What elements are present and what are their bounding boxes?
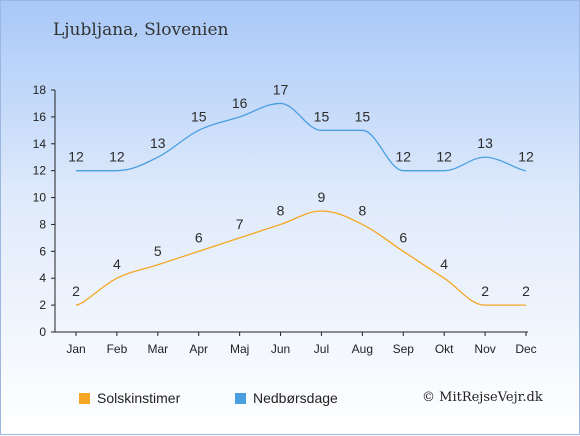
data-label: 9 bbox=[318, 189, 326, 205]
data-label: 4 bbox=[113, 256, 121, 272]
data-label: 6 bbox=[195, 229, 203, 245]
data-label: 5 bbox=[154, 243, 162, 259]
data-label: 12 bbox=[518, 149, 534, 165]
data-label: 12 bbox=[109, 149, 125, 165]
data-label: 2 bbox=[481, 283, 489, 299]
x-tick-label: Jul bbox=[314, 342, 329, 356]
data-label: 8 bbox=[358, 202, 366, 218]
x-tick-label: Apr bbox=[189, 342, 208, 356]
data-labels: 2 4 5 6 7 8 9 8 6 4 2 2 12 12 13 15 16 17 15 15 12 12 13 12 bbox=[68, 81, 534, 299]
legend-item-rain-days: Nedbørsdage bbox=[235, 390, 338, 406]
data-label: 8 bbox=[277, 202, 285, 218]
y-tick-label: 6 bbox=[39, 244, 46, 258]
y-tick-label: 12 bbox=[33, 164, 47, 178]
credit-text: © MitRejseVejr.dk bbox=[422, 390, 543, 405]
x-tick-label: Sep bbox=[393, 342, 415, 356]
data-label: 12 bbox=[436, 149, 452, 165]
y-tick-label: 16 bbox=[33, 110, 47, 124]
y-tick-label: 14 bbox=[33, 137, 47, 151]
x-tick-label: Jan bbox=[66, 342, 85, 356]
y-tick-label: 0 bbox=[39, 325, 46, 339]
data-label: 12 bbox=[395, 149, 411, 165]
x-tick-label: Dec bbox=[515, 342, 536, 356]
series-line-sunshine bbox=[75, 210, 526, 306]
axes: 0 2 4 6 8 10 12 14 16 18 Jan Feb Mar Apr Maj Jun Jul Aug S… bbox=[33, 83, 537, 356]
x-tick-label: Aug bbox=[352, 342, 373, 356]
y-tick-label: 2 bbox=[39, 298, 46, 312]
legend-swatch-sunshine bbox=[79, 392, 90, 404]
data-label: 15 bbox=[191, 108, 207, 124]
y-tick-label: 18 bbox=[33, 83, 47, 97]
data-label: 4 bbox=[440, 256, 448, 272]
data-label: 7 bbox=[236, 216, 244, 232]
data-label: 13 bbox=[477, 135, 493, 151]
legend-label-rain-days: Nedbørsdage bbox=[253, 390, 338, 406]
legend-swatch-rain-days bbox=[235, 392, 246, 404]
y-tick-label: 4 bbox=[39, 271, 46, 285]
chart-title: Ljubljana, Slovenien bbox=[53, 20, 229, 40]
x-tick-label: Feb bbox=[107, 342, 128, 356]
data-label: 13 bbox=[150, 135, 166, 151]
series-layer bbox=[75, 102, 527, 306]
x-tick-label: Nov bbox=[474, 342, 495, 356]
data-label: 2 bbox=[522, 283, 530, 299]
x-tick-label: Mar bbox=[147, 342, 168, 356]
x-tick-label: Maj bbox=[230, 342, 249, 356]
x-tick-label: Okt bbox=[435, 342, 454, 356]
data-label: 17 bbox=[273, 81, 289, 97]
x-tick-label: Jun bbox=[271, 342, 290, 356]
legend-item-sunshine: Solskinstimer bbox=[79, 390, 180, 406]
data-label: 12 bbox=[68, 149, 84, 165]
series-line-rain-days bbox=[76, 102, 527, 172]
data-label: 2 bbox=[72, 283, 80, 299]
legend-label-sunshine: Solskinstimer bbox=[97, 390, 181, 406]
data-label: 6 bbox=[399, 229, 407, 245]
y-tick-label: 10 bbox=[33, 191, 47, 205]
data-label: 16 bbox=[232, 95, 248, 111]
data-label: 15 bbox=[355, 108, 371, 124]
y-tick-label: 8 bbox=[39, 217, 46, 231]
data-label: 15 bbox=[314, 108, 330, 124]
